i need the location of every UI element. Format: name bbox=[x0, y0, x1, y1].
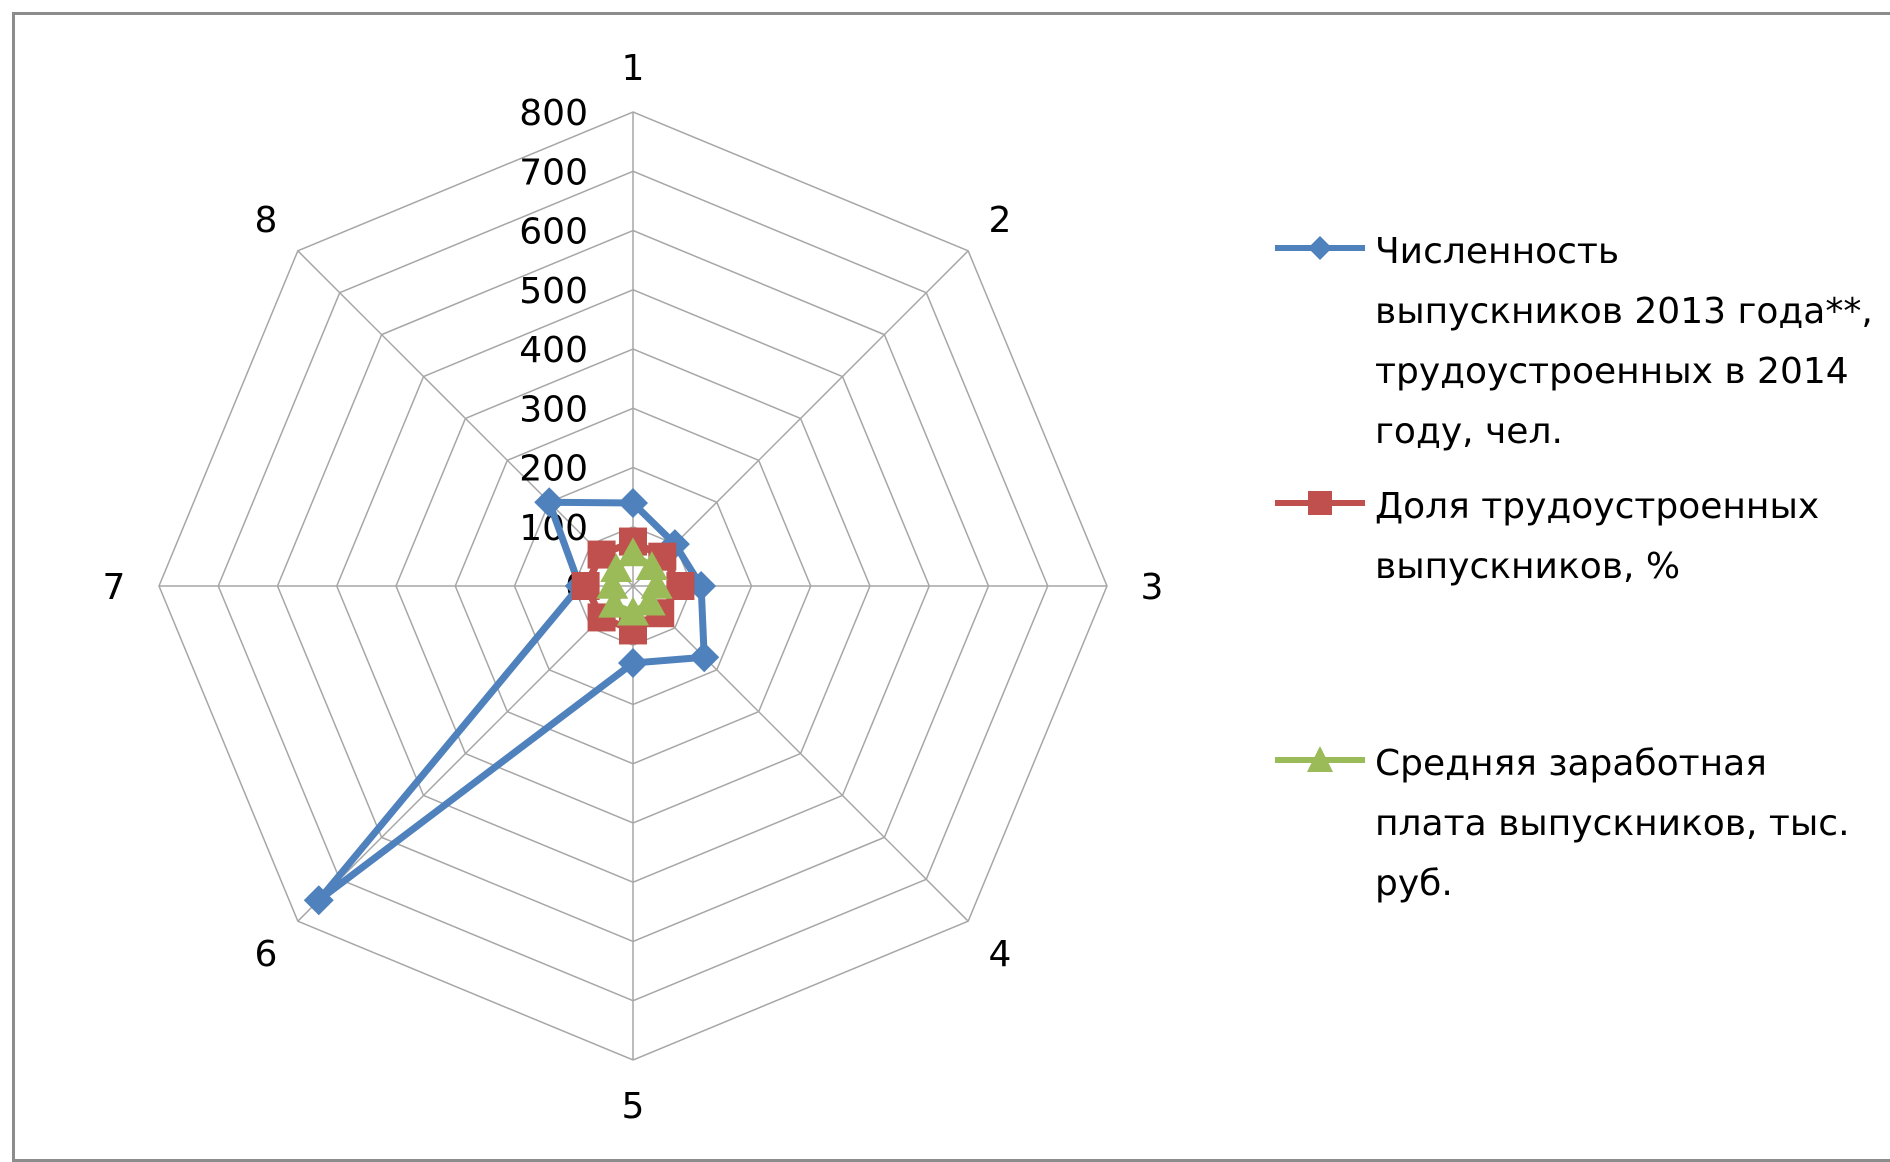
data-point bbox=[534, 487, 565, 518]
legend-label-salary: Средняя заработная плата выпускников, ты… bbox=[1375, 743, 1850, 904]
data-point bbox=[617, 596, 649, 626]
data-point bbox=[303, 885, 334, 916]
grid-spoke bbox=[632, 250, 969, 587]
legend-label-graduates: Численность выпускников 2013 года**, тру… bbox=[1375, 231, 1873, 452]
grid-spoke bbox=[632, 585, 969, 922]
data-point bbox=[689, 642, 720, 673]
data-point bbox=[618, 648, 648, 679]
legend-marker-share bbox=[1275, 491, 1365, 515]
legend-marker-salary bbox=[1275, 746, 1365, 772]
grid-spoke bbox=[297, 250, 634, 587]
radial-tick-label: 200 bbox=[519, 449, 588, 490]
radial-tick-labels: 0100200300400500600700800 bbox=[519, 93, 588, 608]
category-label: 5 bbox=[622, 1086, 645, 1127]
category-label: 7 bbox=[103, 567, 126, 608]
radial-tick-label: 500 bbox=[519, 271, 588, 312]
data-point bbox=[596, 570, 629, 599]
category-label: 1 bbox=[622, 48, 645, 89]
data-point bbox=[666, 572, 695, 600]
data-point bbox=[633, 586, 666, 616]
radar-grid bbox=[158, 111, 1108, 1061]
series-layer bbox=[303, 487, 720, 916]
radial-tick-label: 700 bbox=[519, 152, 588, 193]
category-labels: 1 2 3 4 5 6 7 8 bbox=[103, 48, 1164, 1127]
chart-frame bbox=[12, 12, 1890, 1162]
category-label: 2 bbox=[989, 200, 1012, 241]
category-label: 6 bbox=[255, 934, 278, 975]
category-label: 8 bbox=[255, 200, 278, 241]
radial-tick-label: 400 bbox=[519, 330, 588, 371]
data-point bbox=[618, 488, 648, 519]
grid-spoke bbox=[297, 585, 634, 922]
legend-label-share: Доля трудоустроенных выпускников, % bbox=[1375, 486, 1820, 587]
data-point bbox=[571, 572, 600, 600]
category-label: 4 bbox=[989, 934, 1012, 975]
legend-marker-graduates bbox=[1275, 236, 1365, 260]
data-point bbox=[600, 553, 633, 583]
series-3 bbox=[596, 537, 673, 626]
data-point bbox=[598, 588, 631, 618]
radial-tick-label: 800 bbox=[519, 93, 588, 134]
data-point bbox=[617, 537, 649, 567]
category-label: 3 bbox=[1141, 567, 1164, 608]
radial-tick-label: 300 bbox=[519, 389, 588, 430]
data-point bbox=[635, 551, 668, 580]
radial-tick-label: 600 bbox=[519, 212, 588, 253]
